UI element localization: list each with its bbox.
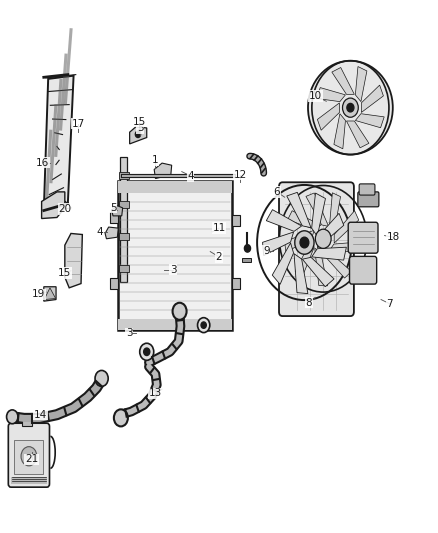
Text: 4: 4 [187,171,194,181]
Polygon shape [44,288,56,300]
Polygon shape [332,68,354,94]
Bar [232,215,240,226]
Circle shape [315,229,331,248]
Text: 17: 17 [71,119,85,128]
Text: 6: 6 [273,187,280,197]
Text: 7: 7 [386,299,393,309]
Text: 10: 10 [309,91,322,101]
Text: 3: 3 [170,265,177,274]
Polygon shape [334,114,346,149]
Polygon shape [355,67,367,102]
Circle shape [135,131,141,138]
Circle shape [295,231,314,254]
Polygon shape [355,114,384,128]
Circle shape [140,343,154,360]
Polygon shape [317,87,346,102]
Text: 18: 18 [387,232,400,242]
FancyBboxPatch shape [348,222,378,253]
Text: 5: 5 [110,203,117,213]
Polygon shape [154,163,172,179]
Polygon shape [294,254,308,294]
Bar [118,181,232,193]
Text: 15: 15 [133,117,146,126]
Text: 15: 15 [58,268,71,278]
Bar [22,420,32,426]
Text: 9: 9 [263,246,270,255]
Polygon shape [318,103,339,130]
Bar [119,172,129,179]
Text: 8: 8 [305,298,312,308]
Text: 19: 19 [32,289,45,299]
Polygon shape [346,121,369,148]
Circle shape [21,447,37,466]
Bar [118,181,232,330]
Polygon shape [44,287,56,301]
Polygon shape [329,193,340,233]
Circle shape [347,103,354,112]
Polygon shape [315,248,328,286]
Circle shape [244,245,251,252]
Circle shape [343,98,358,117]
Polygon shape [302,257,334,287]
Polygon shape [65,233,82,288]
Bar [110,212,118,223]
Polygon shape [361,85,383,112]
Text: 2: 2 [215,252,223,262]
Polygon shape [295,239,314,278]
Bar [118,319,232,330]
Polygon shape [334,211,359,243]
Polygon shape [112,206,123,216]
Text: 12: 12 [233,170,247,180]
Text: 20: 20 [58,204,71,214]
Circle shape [198,318,210,333]
Text: 3: 3 [126,328,133,338]
Polygon shape [321,251,351,278]
Polygon shape [44,76,74,211]
Bar [14,440,43,474]
Text: 4: 4 [96,227,103,237]
Bar [120,157,127,282]
Polygon shape [262,232,293,255]
FancyBboxPatch shape [359,184,375,195]
Circle shape [300,237,309,248]
Polygon shape [312,247,346,260]
Circle shape [114,409,128,426]
Text: 14: 14 [34,410,47,419]
Bar [119,265,129,272]
Bar [11,477,47,484]
Circle shape [95,370,108,386]
Bar [119,201,129,208]
Polygon shape [312,193,325,236]
Text: 21: 21 [25,455,38,464]
Bar [119,233,129,240]
Polygon shape [287,192,311,228]
Circle shape [173,303,187,320]
Polygon shape [266,209,302,231]
FancyBboxPatch shape [8,423,49,487]
Text: 13: 13 [149,389,162,398]
Text: 11: 11 [212,223,226,233]
Text: 1: 1 [152,155,159,165]
Polygon shape [130,127,147,144]
Polygon shape [306,193,328,227]
Bar [232,278,240,289]
Bar [110,278,118,289]
Circle shape [144,348,150,356]
Text: 16: 16 [36,158,49,167]
FancyBboxPatch shape [358,192,379,207]
Circle shape [7,410,18,424]
FancyBboxPatch shape [279,182,354,316]
Polygon shape [318,213,344,248]
Polygon shape [42,192,65,219]
Bar [242,257,251,262]
Circle shape [201,322,206,328]
Polygon shape [105,227,118,239]
Polygon shape [288,211,321,229]
Polygon shape [329,242,362,252]
Ellipse shape [308,61,393,155]
Polygon shape [272,243,293,285]
Polygon shape [285,230,314,252]
Text: 5: 5 [137,123,144,133]
FancyBboxPatch shape [350,256,377,284]
